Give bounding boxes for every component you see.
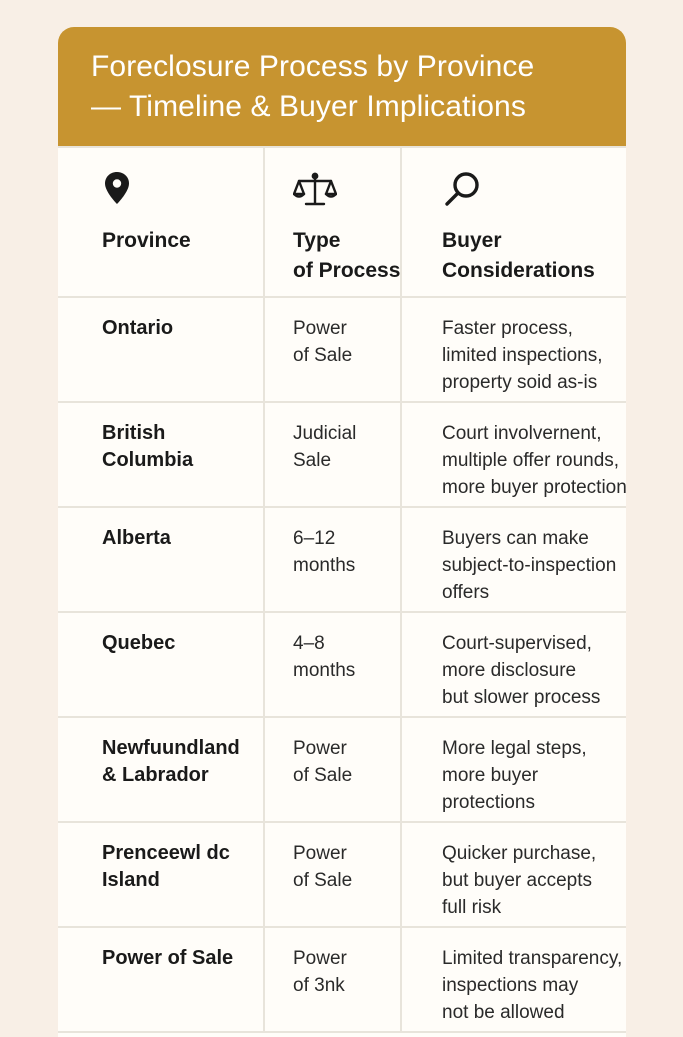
buyer-consideration: More legal steps, [442,738,587,759]
buyer-consideration: Faster process, [442,318,573,339]
table-header-row: Province [58,146,626,298]
buyer-consideration: but buyer accepts [442,870,592,891]
table-row: Alberta 6–12 months Buyers can make subj… [58,506,626,613]
title-line-1: Foreclosure Process by Province [91,50,535,83]
province-name: Power of Sale [102,947,234,969]
buyer-consideration: more disclosure [442,660,577,681]
table-row: Ontario Power of Sale Faster process, li… [58,296,626,403]
magnifier-icon [445,172,479,206]
buyer-consideration: Limited transparency, [442,948,623,969]
buyer-consideration: not be allowed [442,1002,565,1023]
column-label-process-line1: Type [293,229,341,252]
process-type: months [293,555,356,576]
process-type: of 3nk [293,975,345,996]
buyer-consideration: limited inspections, [442,345,603,366]
process-type: months [293,660,356,681]
process-type: 6–12 [293,528,336,549]
buyer-consideration: Court involvernent, [442,423,602,444]
process-type: of Sale [293,870,353,891]
process-type: Power [293,948,347,969]
column-label-province: Province [102,229,191,252]
buyer-consideration: more buyer [442,765,539,786]
column-label-buyer-line2: Considerations [442,259,595,282]
province-name: Alberta [102,527,171,549]
scales-icon [292,172,338,206]
foreclosure-card: Foreclosure Process by Province — Timeli… [58,27,626,1037]
province-name: & Labrador [102,764,209,786]
column-label-buyer-line1: Buyer [442,229,502,252]
table-row: British Columbia Judicial Sale Court inv… [58,401,626,508]
buyer-consideration: Quicker purchase, [442,843,597,864]
process-type: Power [293,318,347,339]
card-header: Foreclosure Process by Province — Timeli… [58,27,626,146]
buyer-consideration: Buyers can make [442,528,589,549]
process-type: Sale [293,450,332,471]
table-row: Power of Sale Power of 3nk Limited trans… [58,926,626,1033]
process-type: Power [293,843,347,864]
table-row: Newfuundland & Labrador Power of Sale Mo… [58,716,626,823]
column-label-process-line2: of Process [293,259,401,282]
buyer-consideration: but slower process [442,687,601,708]
table-row: Prenceewl dc Island Power of Sale Quicke… [58,821,626,928]
header-cell-buyer: Buyer Considerations [400,146,626,298]
province-table: Province [58,146,626,1033]
buyer-consideration: more buyer protection [442,477,626,498]
province-name: Ontario [102,317,174,339]
header-cell-province: Province [58,146,265,298]
province-name: Columbia [102,449,194,471]
buyer-consideration: inspections may [442,975,579,996]
buyer-consideration: subject-to-inspection [442,555,617,576]
process-type: Judicial [293,423,357,444]
buyer-consideration: multiple offer rounds, [442,450,620,471]
buyer-consideration: full risk [442,897,502,918]
province-name: Island [102,869,160,891]
province-name: Prenceewl dc [102,842,230,864]
map-pin-icon [105,172,129,204]
process-type: of Sale [293,765,353,786]
buyer-consideration: protections [442,792,535,813]
table-row: Quebec 4–8 months Court-supervised, more… [58,611,626,718]
process-type: 4–8 [293,633,325,654]
process-type: Power [293,738,347,759]
buyer-consideration: Court-supervised, [442,633,592,654]
process-type: of Sale [293,345,353,366]
province-name: Quebec [102,632,176,654]
buyer-consideration: offers [442,582,490,603]
province-name: British [102,422,166,444]
title-line-2: — Timeline & Buyer Implications [91,90,526,123]
buyer-consideration: property soid as-is [442,372,598,393]
header-cell-process: Type of Process [263,146,402,298]
province-name: Newfuundland [102,737,240,759]
